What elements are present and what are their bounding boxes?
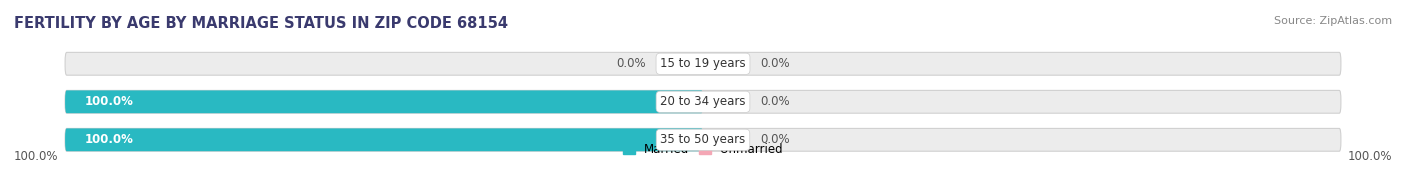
Text: 35 to 50 years: 35 to 50 years (661, 133, 745, 146)
Text: 0.0%: 0.0% (761, 57, 790, 70)
Text: Source: ZipAtlas.com: Source: ZipAtlas.com (1274, 16, 1392, 26)
FancyBboxPatch shape (65, 128, 703, 151)
Text: 100.0%: 100.0% (14, 150, 59, 163)
Text: 15 to 19 years: 15 to 19 years (661, 57, 745, 70)
Text: FERTILITY BY AGE BY MARRIAGE STATUS IN ZIP CODE 68154: FERTILITY BY AGE BY MARRIAGE STATUS IN Z… (14, 16, 508, 31)
Text: 0.0%: 0.0% (761, 95, 790, 108)
Legend: Married, Unmarried: Married, Unmarried (619, 139, 787, 161)
Text: 100.0%: 100.0% (84, 95, 134, 108)
Text: 0.0%: 0.0% (761, 133, 790, 146)
FancyBboxPatch shape (65, 90, 1341, 113)
Text: 100.0%: 100.0% (84, 133, 134, 146)
Text: 20 to 34 years: 20 to 34 years (661, 95, 745, 108)
FancyBboxPatch shape (65, 52, 1341, 75)
Text: 0.0%: 0.0% (616, 57, 645, 70)
FancyBboxPatch shape (65, 90, 703, 113)
FancyBboxPatch shape (65, 128, 1341, 151)
Text: 100.0%: 100.0% (1347, 150, 1392, 163)
